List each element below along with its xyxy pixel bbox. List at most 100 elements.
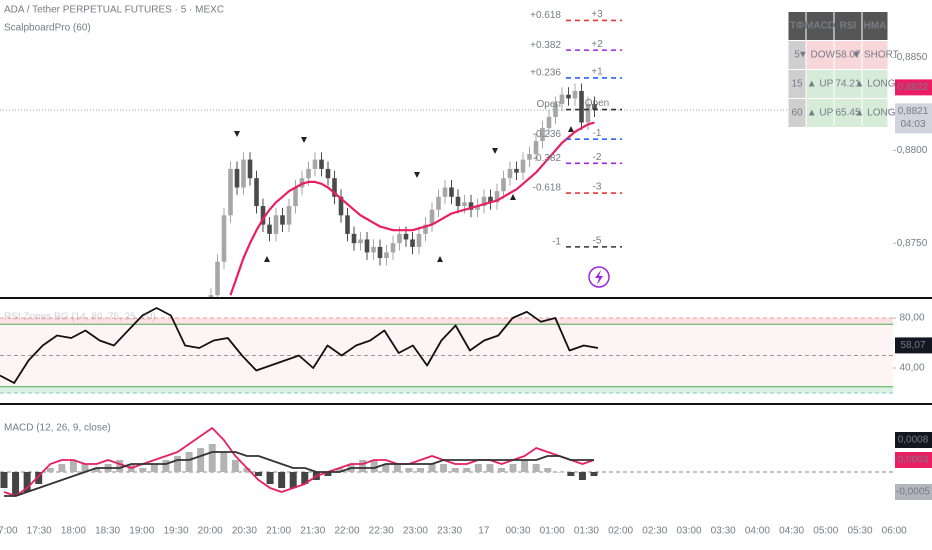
histogram-bar	[382, 464, 390, 472]
table-cell-text: 74.21	[835, 79, 860, 90]
x-tick-label: 18:30	[95, 526, 120, 537]
table-header: TΦ	[790, 21, 804, 32]
candle-body	[397, 233, 402, 244]
x-tick-label: 21:30	[300, 526, 325, 537]
candle-body	[559, 94, 565, 104]
fib-label: -0.382	[533, 153, 562, 164]
histogram-bar	[46, 468, 54, 472]
x-tick-label: 02:30	[642, 526, 667, 537]
candle-body	[540, 128, 545, 142]
x-tick-label: 19:30	[163, 526, 188, 537]
table-cell	[806, 70, 834, 98]
candle-body	[436, 196, 441, 210]
x-tick-label: 20:30	[232, 526, 257, 537]
histogram-bar	[289, 472, 297, 488]
histogram-bar	[243, 468, 251, 472]
candle-body	[260, 206, 266, 225]
y-tick-label: 80,00	[899, 313, 924, 324]
candle-body	[293, 187, 298, 207]
table-cell-text: ▲ UP	[807, 79, 834, 90]
rsi-pane	[0, 307, 893, 394]
x-tick-label: 23:00	[403, 526, 428, 537]
fib-right-label: -5	[593, 236, 602, 247]
candle-body	[507, 168, 513, 179]
table-cell	[862, 41, 888, 69]
histogram-bar	[521, 460, 529, 472]
candle-body	[358, 239, 363, 244]
candle-body	[475, 206, 480, 210]
axes: 0,8850 0,8800 0,8750 0,8822 0,8821 04:03 80,00…	[0, 52, 932, 537]
fib-label: +0.618	[530, 10, 561, 21]
table-cell-text: ▼ DOWN	[798, 50, 842, 61]
x-tick-label: 03:30	[711, 526, 736, 537]
price-label: -0,0005	[896, 487, 930, 498]
candle-body	[247, 159, 253, 179]
histogram-bar	[590, 472, 598, 476]
histogram-bar	[509, 464, 517, 472]
histogram-bar	[116, 460, 124, 472]
histogram-bar	[544, 468, 552, 472]
candle-body	[208, 295, 214, 297]
histogram-bar	[139, 468, 147, 472]
fib-label: -0.618	[533, 183, 562, 194]
price-pane: +0.618 +3 +0.382 +2 +0.236 +1 Open Open -0.236 -1…	[0, 9, 893, 297]
candle-body	[468, 202, 474, 210]
macd-title: MACD (12, 26, 9, close)	[4, 423, 111, 434]
symbol-title: ADA / Tether PERPETUAL FUTURES · 5 · MEX…	[4, 5, 224, 16]
candle-body	[423, 224, 428, 234]
fib-right-label: +1	[591, 67, 603, 78]
candle-body	[306, 168, 311, 179]
x-tick-label: 20:00	[198, 526, 223, 537]
table-header-cell	[806, 12, 834, 40]
signal-line	[4, 451, 594, 497]
x-tick-label: 00:30	[505, 526, 530, 537]
table-cell	[862, 99, 888, 127]
histogram-bar	[255, 472, 263, 476]
x-tick-label: 06:00	[882, 526, 907, 537]
histogram-bar	[12, 472, 20, 496]
histogram-bar	[335, 468, 343, 472]
candle-body	[280, 215, 285, 225]
x-tick-label: 01:30	[574, 526, 599, 537]
histogram-bar	[451, 468, 459, 472]
x-tick-label: 05:30	[847, 526, 872, 537]
fib-right-label: +3	[591, 9, 603, 20]
histogram-bar	[231, 460, 239, 472]
histogram-bar	[578, 472, 586, 480]
table-header-cell	[862, 12, 888, 40]
signals	[234, 126, 574, 262]
candle-body	[514, 168, 519, 173]
candle-body	[592, 103, 597, 110]
candle-body	[553, 103, 558, 117]
price-label: 58,07	[900, 340, 925, 351]
histogram-bar	[567, 472, 575, 476]
x-tick-label: 18:00	[61, 526, 86, 537]
histogram-bar	[555, 472, 563, 473]
hma-line	[229, 121, 595, 296]
candle-body	[429, 209, 435, 225]
histogram-bar	[497, 468, 505, 472]
candle-body	[455, 196, 461, 207]
candle-body	[403, 233, 409, 240]
histogram-bar	[0, 472, 8, 488]
price-label: 0,0008	[898, 435, 929, 446]
candle-body	[215, 261, 220, 296]
candle-body	[449, 187, 454, 197]
candle-body	[345, 215, 350, 234]
table-cell-text: 15	[791, 79, 803, 90]
histogram-bar	[324, 472, 332, 476]
alert-bolt	[595, 270, 603, 285]
table-cell	[788, 41, 806, 69]
histogram-bar	[532, 464, 540, 472]
histogram-bar	[150, 464, 158, 472]
candle-body	[585, 103, 591, 123]
table-cell-text: 65.45	[835, 108, 860, 119]
histogram-bar	[428, 464, 436, 472]
fib-label: Open	[537, 99, 561, 110]
fib-right-label: -2	[593, 152, 602, 163]
table-header-cell	[788, 12, 806, 40]
candle-body	[572, 90, 578, 99]
table-cell	[806, 99, 834, 127]
candle-body	[325, 168, 331, 179]
histogram-bar	[463, 468, 471, 472]
